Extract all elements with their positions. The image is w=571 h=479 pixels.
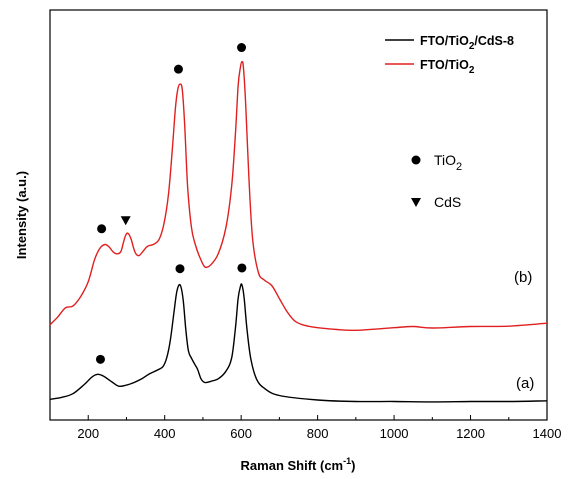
tio2-peak-marker bbox=[175, 264, 185, 274]
series-lines bbox=[49, 60, 548, 403]
legend-label-series-b: FTO/TiO2 bbox=[420, 58, 475, 76]
x-tick-label-200: 200 bbox=[77, 426, 99, 441]
key-tio2-label: TiO2 bbox=[434, 152, 462, 173]
x-tick-label-400: 400 bbox=[154, 426, 176, 441]
x-tick-label-1000: 1000 bbox=[380, 426, 409, 441]
marker-key: TiO2 CdS bbox=[411, 152, 462, 210]
x-tick-label-600: 600 bbox=[230, 426, 252, 441]
tio2-peak-marker bbox=[237, 43, 247, 53]
curve-label-a: (a) bbox=[516, 375, 534, 392]
key-cds-label: CdS bbox=[434, 194, 461, 210]
tio2-peak-marker bbox=[97, 224, 107, 234]
key-cds-triangle-icon bbox=[411, 198, 421, 207]
tio2-peak-marker bbox=[237, 263, 247, 273]
tio2-peak-marker bbox=[173, 64, 183, 74]
legend: FTO/TiO2/CdS-8 FTO/TiO2 bbox=[385, 34, 514, 76]
curve-label-b: (b) bbox=[514, 269, 532, 286]
x-tick-label-1400: 1400 bbox=[533, 426, 562, 441]
series-line-a bbox=[49, 283, 548, 403]
peak-markers bbox=[95, 43, 247, 364]
tio2-peak-marker bbox=[95, 354, 105, 364]
cds-peak-marker bbox=[120, 216, 131, 226]
x-tick-label-800: 800 bbox=[307, 426, 329, 441]
legend-label-series-a: FTO/TiO2/CdS-8 bbox=[420, 34, 514, 52]
key-tio2-circle-icon bbox=[411, 155, 421, 165]
y-axis-title: Intensity (a.u.) bbox=[14, 171, 29, 259]
series-line-b bbox=[49, 60, 548, 332]
x-axis-ticks: 200 400 600 800 1000 1200 1400 bbox=[49, 415, 562, 441]
x-axis-title: Raman Shift (cm-1) bbox=[241, 456, 356, 473]
plot-frame bbox=[49, 9, 548, 421]
x-axis-title-superscript: -1 bbox=[343, 456, 351, 466]
x-tick-label-1200: 1200 bbox=[456, 426, 485, 441]
